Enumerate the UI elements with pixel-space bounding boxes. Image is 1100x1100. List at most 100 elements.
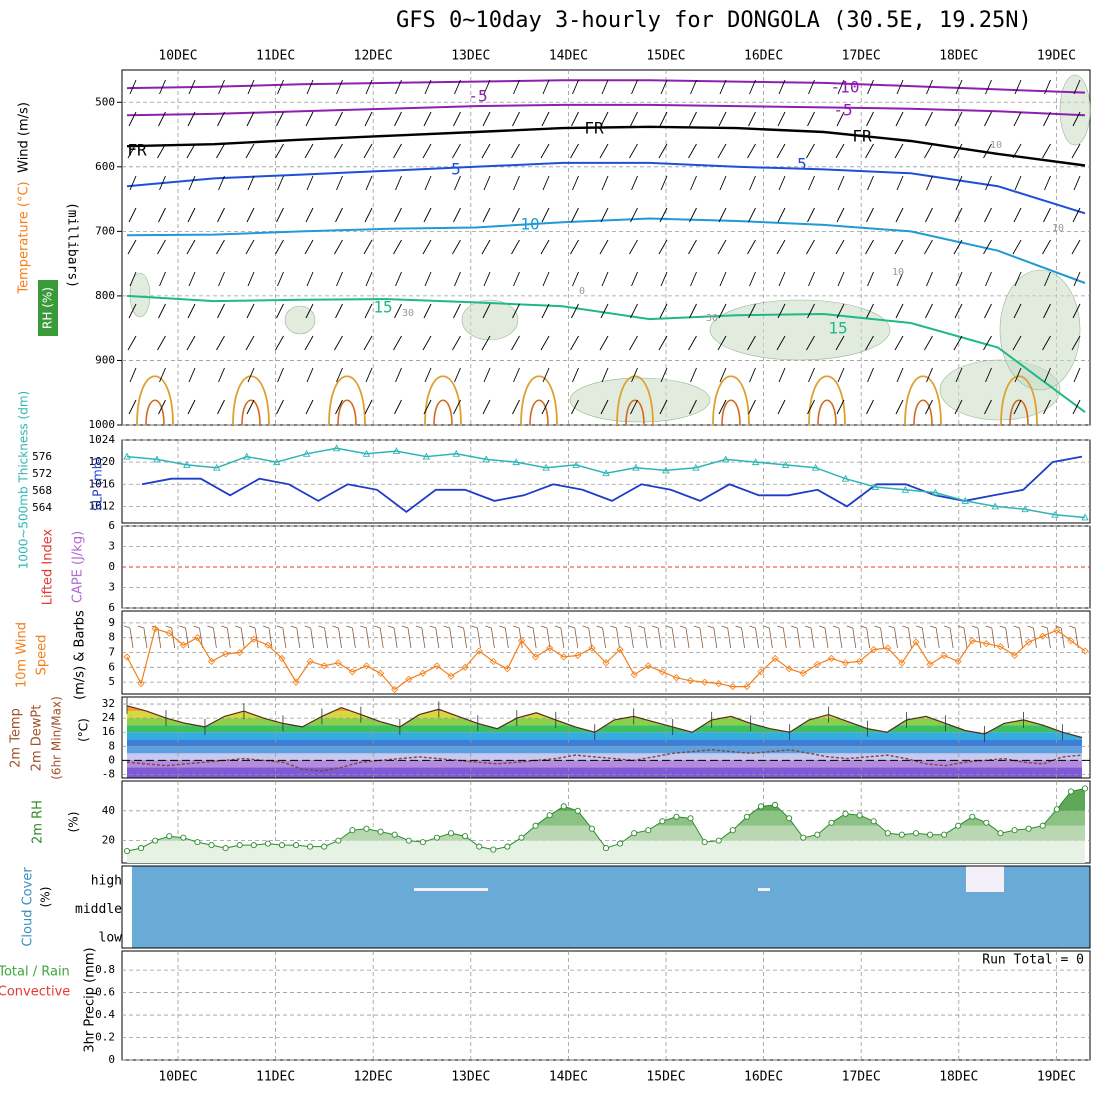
wind-barb: [216, 143, 225, 159]
temp-tick-label: 0: [108, 753, 115, 766]
thickness-point: [542, 463, 550, 471]
wind-barb: [1071, 143, 1081, 159]
x-tick-label-top: 15DEC: [646, 49, 685, 64]
wind-barb: [749, 625, 756, 629]
wind-barb: [949, 627, 954, 649]
wind-barb: [218, 271, 225, 287]
wind-barb: [660, 79, 668, 95]
wind-barb: [957, 625, 965, 629]
pressure-tick-label: 600: [95, 160, 115, 173]
contour-label: 15: [373, 298, 392, 317]
wind-barb: [659, 399, 668, 415]
wind-barb: [985, 271, 992, 287]
wind-barb: [423, 399, 432, 415]
wind-barb: [908, 627, 912, 649]
wind-barb: [1005, 627, 1010, 649]
wind-barb: [1074, 627, 1079, 649]
wind-barb: [363, 239, 373, 255]
wind-barb: [971, 625, 979, 629]
wind-barb: [157, 143, 166, 159]
wind-barb: [268, 627, 273, 649]
wind-barb: [630, 399, 638, 415]
wind-barb: [1073, 175, 1081, 191]
wind-barb: [782, 627, 787, 649]
wind-barb: [778, 79, 786, 95]
wind-barb: [1012, 239, 1022, 255]
wind-barb: [808, 79, 815, 95]
wind-speed-point: [503, 665, 511, 673]
contour-label: 5: [797, 155, 807, 174]
wind-barb: [867, 79, 874, 95]
wind-barb: [600, 111, 609, 127]
wind-barb: [277, 175, 284, 191]
wind-barb: [424, 271, 432, 287]
wind-barb: [865, 239, 874, 255]
wind-barb: [926, 271, 933, 287]
wind-speed-point: [193, 634, 202, 642]
wind-barb: [282, 627, 287, 649]
wind-barb: [306, 271, 314, 287]
wind-barb: [837, 79, 845, 95]
wind-barb: [449, 627, 454, 649]
wind-barb: [894, 239, 904, 255]
wind-speed-point: [560, 653, 568, 661]
wind-barb: [638, 625, 645, 629]
rh-point: [955, 822, 962, 829]
precip-tick-label: 0.2: [95, 1031, 115, 1044]
wind-barb: [807, 111, 815, 127]
temp-ylabel-1: 2m Temp: [9, 708, 24, 768]
wind-barb: [867, 175, 874, 191]
wind-barb: [924, 143, 933, 159]
wind-barb: [1071, 239, 1081, 255]
wind-barb: [953, 239, 963, 255]
wind-barb: [128, 303, 137, 319]
wind-barb: [983, 335, 992, 351]
wind-barb: [599, 143, 609, 159]
wind-barb: [778, 367, 786, 383]
surface-isotherm: [1000, 375, 1038, 426]
rh-band: [127, 810, 1085, 826]
rh-point: [236, 842, 243, 849]
wind-barb: [346, 625, 353, 629]
wind-barb: [129, 367, 137, 383]
rh-point: [729, 827, 736, 834]
wind-barb: [574, 627, 579, 649]
wind-barb: [123, 625, 131, 629]
wind-barb: [379, 627, 384, 649]
surface-isotherm: [817, 399, 837, 426]
wind-barb: [570, 239, 579, 255]
rh-point: [560, 803, 567, 810]
wind-speed-point: [489, 657, 497, 665]
rh-point: [391, 831, 398, 838]
wind-barb: [896, 271, 904, 287]
wind-barb: [717, 143, 727, 159]
surface-isotherm: [1009, 399, 1029, 426]
wind-barb: [572, 271, 579, 287]
wind-barb: [306, 367, 314, 383]
rh-point: [673, 813, 680, 820]
contour-label: 15: [828, 319, 847, 338]
wind-barb: [1042, 335, 1051, 351]
wind-barb: [630, 627, 634, 649]
wind-tick-label: 6: [108, 660, 115, 673]
slp-ylabel: SLP (mb): [91, 457, 105, 511]
wind-barb: [571, 303, 579, 319]
wind-barb: [658, 143, 668, 159]
rh-point: [349, 827, 356, 834]
wind-barb: [582, 625, 589, 629]
contour-label: FR: [852, 127, 872, 146]
wind-barb: [747, 143, 756, 159]
wind-speed-point: [278, 654, 286, 662]
wind-speed-point: [179, 641, 187, 649]
rh-point: [208, 842, 215, 849]
wind-barb: [688, 335, 697, 351]
rh-point: [574, 807, 581, 814]
rh-point: [180, 834, 187, 841]
rh-point: [138, 845, 145, 852]
wind-barb: [513, 271, 520, 287]
wind-barb: [364, 399, 373, 415]
wind-barb: [365, 367, 373, 383]
wind-barb: [846, 625, 853, 629]
surface-isotherm: [136, 375, 174, 426]
wind-barb: [526, 625, 534, 629]
